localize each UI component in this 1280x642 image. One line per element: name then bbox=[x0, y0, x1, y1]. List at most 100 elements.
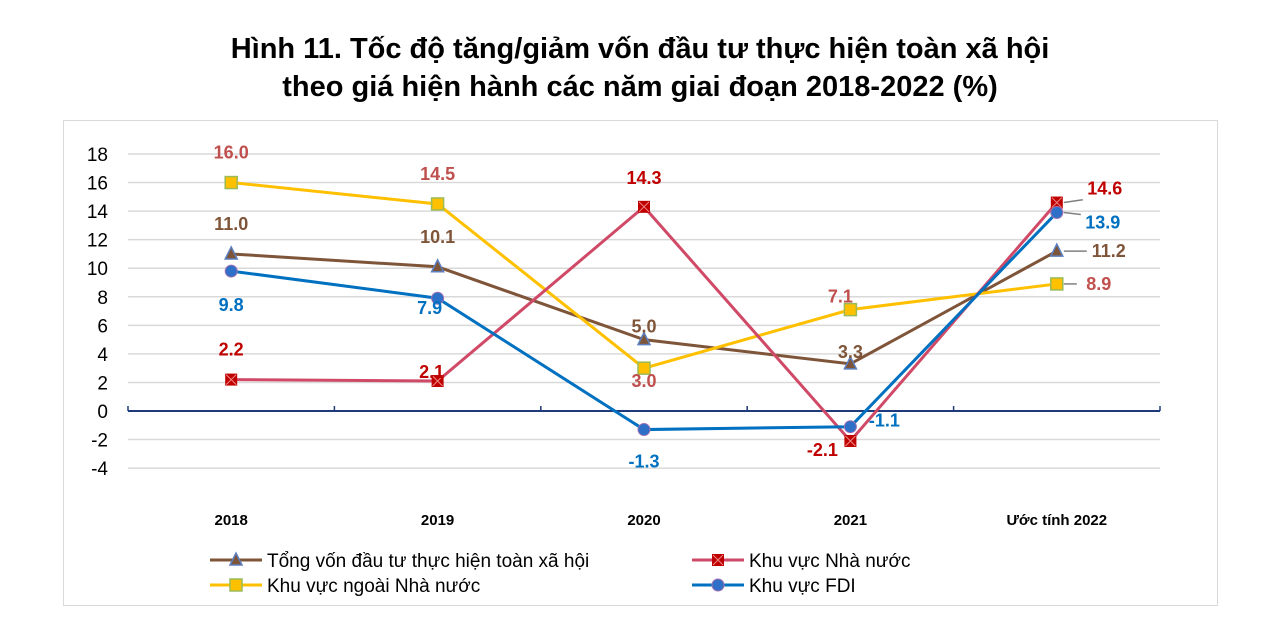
data-label: 11.0 bbox=[214, 214, 248, 234]
legend-marker bbox=[228, 551, 244, 566]
x-tick-label: 2018 bbox=[215, 512, 248, 529]
legend-label: Khu vực FDI bbox=[749, 576, 856, 597]
data-point bbox=[431, 291, 445, 305]
data-label: -1.3 bbox=[628, 452, 659, 472]
chart-title: Hình 11. Tốc độ tăng/giảm vốn đầu tư thự… bbox=[0, 30, 1280, 106]
data-label: 5.0 bbox=[631, 317, 656, 337]
data-point-shape bbox=[1050, 206, 1064, 220]
data-label: 13.9 bbox=[1085, 213, 1120, 233]
data-label: 7.1 bbox=[828, 287, 853, 307]
leader-line bbox=[1063, 199, 1083, 204]
data-point bbox=[224, 264, 238, 278]
data-point-shape bbox=[224, 175, 238, 190]
y-tick-label: 16 bbox=[87, 174, 108, 195]
leader-line bbox=[1063, 211, 1081, 216]
data-point-shape bbox=[637, 361, 651, 375]
y-tick-label: 8 bbox=[97, 288, 108, 309]
data-point bbox=[844, 434, 857, 447]
data-point bbox=[843, 355, 858, 370]
legend-marker-shape bbox=[228, 551, 244, 566]
data-label: 16.0 bbox=[214, 143, 249, 163]
legend-marker-shape bbox=[229, 578, 243, 592]
data-point bbox=[637, 361, 651, 375]
y-tick-label: 12 bbox=[87, 231, 108, 252]
data-point-shape bbox=[1049, 242, 1065, 257]
data-point-cross bbox=[845, 435, 856, 447]
chart-title-line-1: Hình 11. Tốc độ tăng/giảm vốn đầu tư thự… bbox=[230, 33, 1050, 65]
x-tick-label: 2020 bbox=[627, 512, 660, 529]
data-point-shape bbox=[637, 423, 651, 437]
data-point-shape bbox=[430, 258, 445, 273]
data-point-shape bbox=[224, 264, 238, 278]
x-tick-label: 2019 bbox=[421, 512, 454, 529]
data-point bbox=[843, 302, 858, 317]
legend-marker bbox=[712, 554, 724, 566]
data-point-shape bbox=[223, 245, 239, 260]
data-label: 14.5 bbox=[420, 164, 455, 184]
data-point-cross bbox=[432, 375, 443, 387]
data-point bbox=[225, 373, 238, 386]
legend-marker bbox=[229, 578, 243, 592]
data-point bbox=[224, 175, 238, 190]
y-tick-label: 4 bbox=[97, 345, 108, 366]
data-label: 11.2 bbox=[1092, 241, 1126, 261]
legend-item: Khu vực Nhà nước bbox=[692, 551, 910, 572]
data-point-shape bbox=[431, 291, 445, 305]
legend-label: Khu vực ngoài Nhà nước bbox=[267, 576, 480, 597]
legend-item: Tổng vốn đầu tư thực hiện toàn xã hội bbox=[210, 551, 589, 572]
y-tick-label: 18 bbox=[87, 145, 108, 166]
data-label: -2.1 bbox=[807, 440, 838, 460]
x-tick-label: Ước tính 2022 bbox=[1006, 512, 1107, 529]
y-tick-label: 2 bbox=[97, 373, 108, 394]
data-label: 3.3 bbox=[838, 342, 863, 362]
data-point bbox=[430, 258, 445, 273]
y-tick-label: 10 bbox=[87, 259, 108, 280]
data-point-shape bbox=[1050, 277, 1064, 291]
chart-title-line-2: theo giá hiện hành các năm giai đoạn 201… bbox=[282, 71, 998, 103]
data-label: 2.2 bbox=[219, 340, 244, 360]
legend-label: Khu vực Nhà nước bbox=[749, 551, 910, 572]
data-point-cross bbox=[225, 374, 237, 385]
legend-marker-shape bbox=[711, 578, 725, 592]
data-point-cross bbox=[1051, 197, 1063, 208]
data-point-shape bbox=[843, 302, 858, 317]
data-label: 3.0 bbox=[631, 371, 656, 391]
y-tick-label: -4 bbox=[91, 459, 108, 480]
data-label: 14.3 bbox=[626, 168, 661, 188]
data-point bbox=[1050, 196, 1063, 209]
data-point bbox=[637, 423, 651, 437]
data-point bbox=[636, 330, 652, 346]
data-label: 8.9 bbox=[1086, 274, 1111, 294]
data-point-cross bbox=[638, 201, 650, 213]
legend-label: Tổng vốn đầu tư thực hiện toàn xã hội bbox=[267, 551, 589, 572]
y-tick-label: 14 bbox=[87, 202, 109, 223]
data-point bbox=[1049, 242, 1065, 257]
y-tick-label: -2 bbox=[91, 431, 108, 452]
legend-item: Khu vực ngoài Nhà nước bbox=[210, 576, 480, 597]
data-point bbox=[638, 200, 650, 213]
data-point bbox=[1050, 206, 1064, 220]
data-label: 7.9 bbox=[417, 298, 442, 318]
legend-marker-cross bbox=[712, 554, 724, 566]
data-label: -1.1 bbox=[869, 411, 900, 431]
data-point-shape bbox=[843, 355, 858, 370]
data-point-shape bbox=[430, 197, 445, 211]
data-point bbox=[430, 197, 445, 211]
y-tick-label: 6 bbox=[97, 316, 108, 337]
x-tick-label: 2021 bbox=[834, 512, 867, 529]
data-point bbox=[431, 375, 444, 388]
data-label: 14.6 bbox=[1087, 179, 1122, 199]
data-point-shape bbox=[843, 420, 857, 434]
data-point bbox=[1050, 277, 1064, 291]
y-tick-label: 0 bbox=[97, 402, 108, 423]
data-label: 9.8 bbox=[219, 295, 244, 315]
data-point bbox=[223, 245, 239, 260]
data-point-shape bbox=[636, 330, 652, 346]
legend-item: Khu vực FDI bbox=[692, 576, 856, 597]
legend-marker bbox=[711, 578, 725, 592]
chart-frame bbox=[63, 120, 1218, 606]
data-label: 2.1 bbox=[419, 362, 444, 382]
data-point bbox=[843, 420, 857, 434]
data-label: 10.1 bbox=[420, 227, 455, 247]
